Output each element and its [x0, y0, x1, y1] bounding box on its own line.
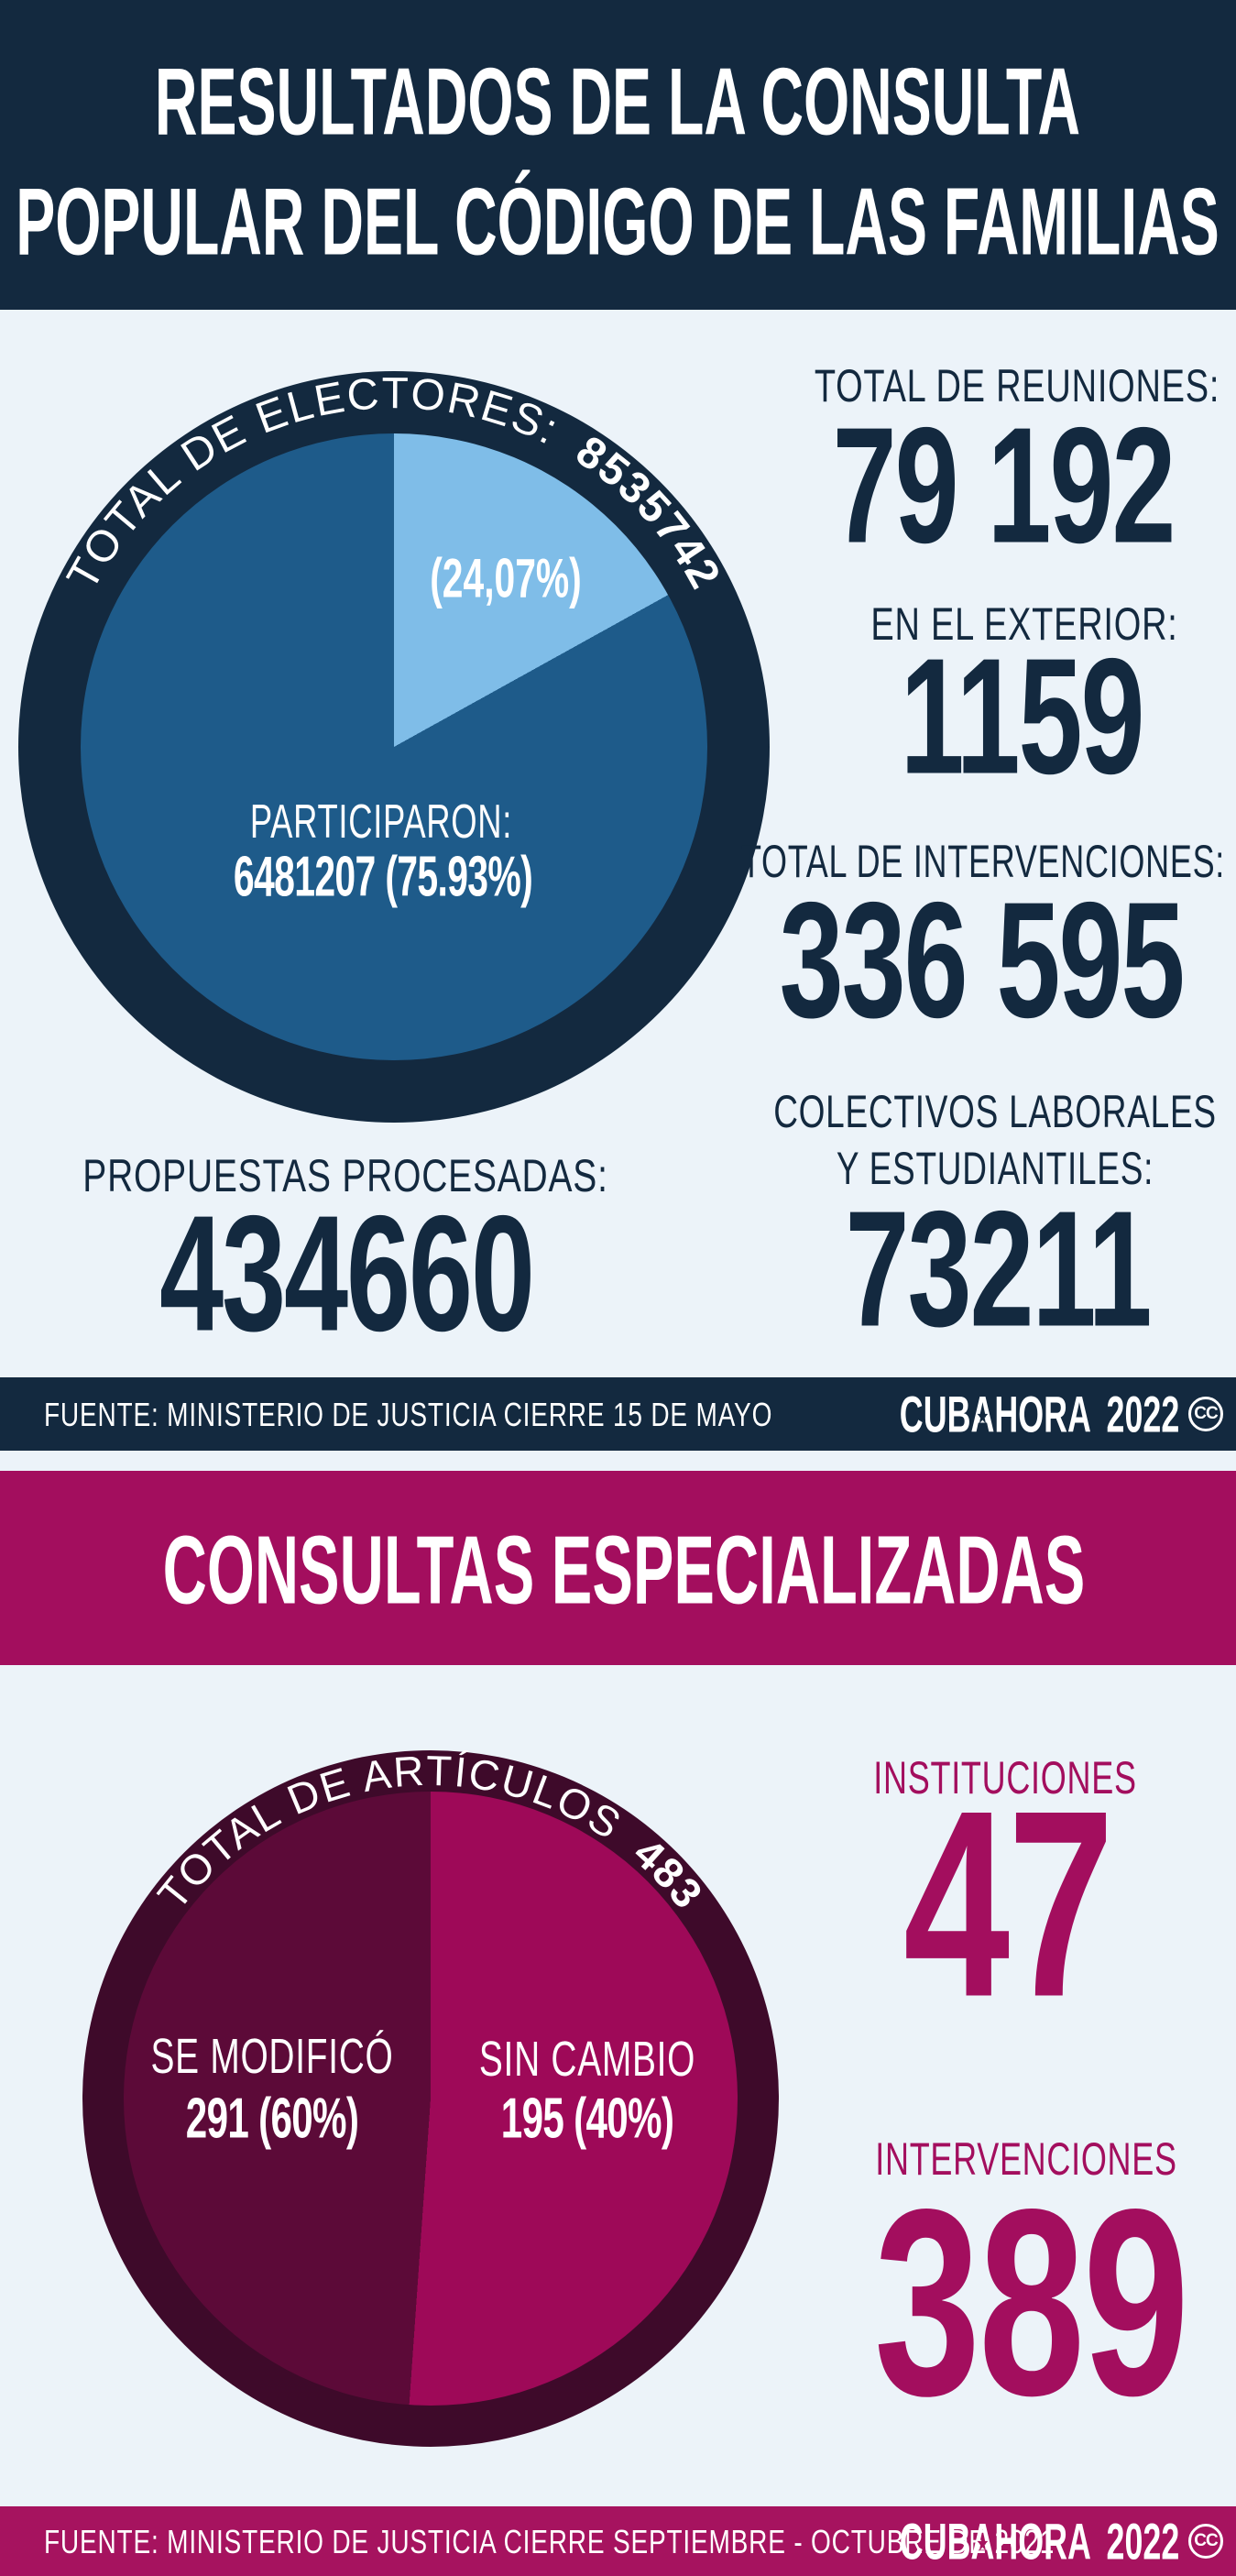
electores-pie-arc-title: TOTAL DE ELECTORES: 8535742	[58, 369, 729, 597]
brand-letter-a: A ★	[970, 1385, 995, 1443]
electores-arc-value: 8535742	[567, 427, 729, 598]
stat-intervenciones2-value: 389	[874, 2154, 1189, 2451]
slice-label-se-modifico: SE MODIFICÓ	[150, 2029, 394, 2084]
source-text-1: FUENTE: MINISTERIO DE JUSTICIA CIERRE 15…	[44, 1396, 773, 1433]
star-icon: ★	[976, 1404, 990, 1430]
cc-icon-2: CC	[1188, 2524, 1223, 2559]
stat-reuniones-label: TOTAL DE REUNIONES:	[814, 360, 1220, 411]
section-band-background	[0, 1471, 1236, 1665]
svg-text:TOTAL DE ELECTORES: 85: TOTAL DE ELECTORES: 8535742	[58, 369, 729, 597]
cubahora-logo: CUB A ★ HORA 2022	[900, 1385, 1179, 1444]
slice-value-se-modifico: 291 (60%)	[185, 2087, 359, 2151]
cubahora-logo-2: CUB A ★ HORA 2022	[900, 2512, 1179, 2571]
stat-intervenciones-value: 336 595	[779, 868, 1186, 1053]
electores-pie	[81, 433, 707, 1060]
stat-intervenciones2-label: INTERVENCIONES	[875, 2133, 1177, 2185]
stat-colectivos-label-line1: COLECTIVOS LABORALES	[773, 1086, 1217, 1137]
stat-propuestas-label: PROPUESTAS PROCESADAS:	[82, 1150, 608, 1201]
brand-suffix-2: HORA	[994, 2512, 1091, 2571]
articulos-arc-value: 483	[625, 1828, 713, 1918]
stat-instituciones-label: INSTITUCIONES	[873, 1752, 1137, 1803]
page-title-line1: RESULTADOS DE LA CONSULTA	[154, 49, 1081, 156]
logo-year-2: 2022	[1106, 2512, 1179, 2571]
star-icon-2: ★	[976, 2531, 990, 2557]
logo-year: 2022	[1106, 1385, 1179, 1443]
cc-icon: CC	[1188, 1397, 1223, 1431]
stat-exterior-value: 1159	[900, 624, 1145, 809]
brand-letter-a-2: A ★	[970, 2512, 995, 2571]
cubahora-wordmark-2: CUB A ★ HORA	[900, 2512, 1091, 2571]
source-bar-1-background	[0, 1377, 1236, 1451]
stat-colectivos-label-line2: Y ESTUDIANTILES:	[836, 1143, 1154, 1194]
slice-value-participaron: 6481207 (75.93%)	[233, 845, 533, 909]
header-background	[0, 0, 1236, 310]
articulos-pie-arc-title: TOTAL DE ARTÍCULOS 483	[148, 1747, 713, 1918]
stat-instituciones-value: 47	[903, 1755, 1114, 2053]
page-title-line2: POPULAR DEL CÓDIGO DE LAS FAMILIAS	[16, 169, 1220, 276]
brand-prefix: CUB	[899, 1385, 971, 1443]
brand-prefix-2: CUB	[899, 2512, 971, 2571]
articulos-pie	[124, 1792, 738, 2406]
slice-label-participaron: PARTICIPARON:	[249, 795, 513, 849]
source-text-2: FUENTE: MINISTERIO DE JUSTICIA CIERRE SE…	[44, 2523, 1056, 2560]
brand-suffix: HORA	[994, 1385, 1091, 1443]
stat-propuestas-value: 434660	[159, 1181, 535, 1366]
slice-label-sin-cambio: SIN CAMBIO	[478, 2032, 696, 2087]
source-bar-2-background	[0, 2506, 1236, 2576]
slice-value-sin-cambio: 195 (40%)	[500, 2087, 674, 2151]
svg-text:TOTAL DE ARTÍCULOS 483: TOTAL DE ARTÍCULOS 483	[148, 1747, 713, 1918]
slice-label-no-participaron-pct: (24,07%)	[430, 547, 582, 609]
cc-letters-2: CC	[1194, 2531, 1218, 2550]
cubahora-wordmark: CUB A ★ HORA	[900, 1385, 1091, 1444]
stat-intervenciones-label: TOTAL DE INTERVENCIONES:	[740, 836, 1226, 887]
stat-exterior-label: EN EL EXTERIOR:	[870, 598, 1178, 650]
stat-reuniones-value: 79 192	[832, 393, 1176, 578]
cc-letters: CC	[1194, 1404, 1218, 1423]
stat-colectivos-value: 73211	[845, 1177, 1153, 1362]
articulos-arc-label: TOTAL DE ARTÍCULOS	[148, 1747, 630, 1918]
section-band-title: CONSULTAS ESPECIALIZADAS	[162, 1516, 1086, 1625]
